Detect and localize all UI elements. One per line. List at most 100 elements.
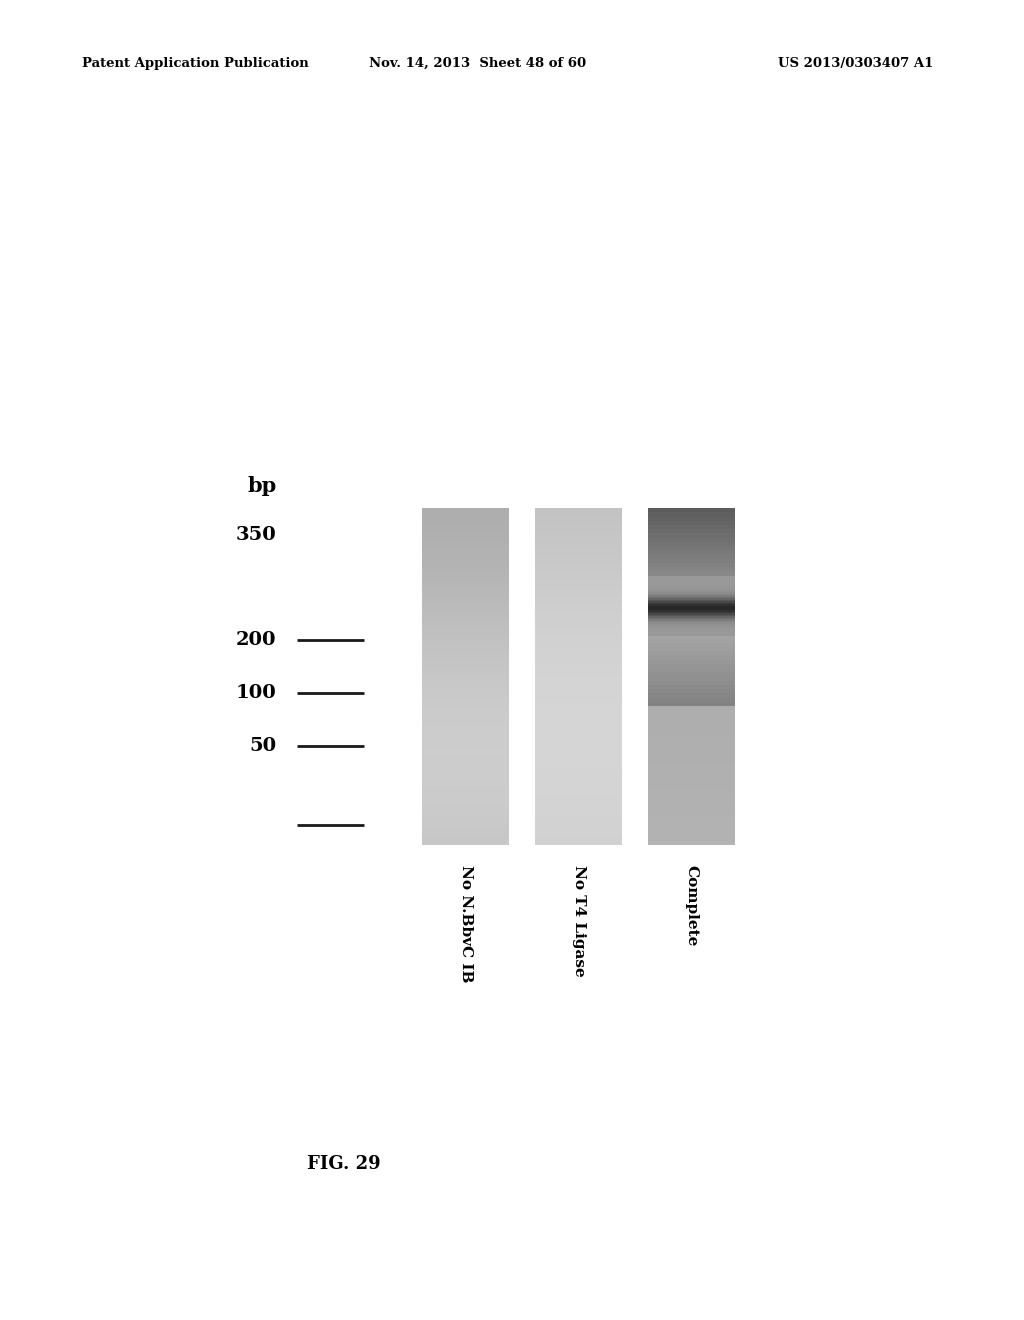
Bar bbox=[648, 605, 735, 610]
Bar bbox=[535, 828, 622, 832]
Bar bbox=[648, 672, 735, 676]
Bar bbox=[648, 752, 735, 756]
Bar bbox=[423, 723, 510, 727]
Bar bbox=[535, 593, 622, 597]
Bar bbox=[423, 697, 510, 702]
Bar bbox=[648, 605, 735, 606]
Bar bbox=[423, 770, 510, 774]
Bar bbox=[423, 689, 510, 693]
Bar bbox=[535, 554, 622, 558]
Bar bbox=[535, 508, 622, 512]
Bar bbox=[535, 541, 622, 546]
Bar bbox=[535, 597, 622, 601]
Bar bbox=[535, 760, 622, 764]
Bar bbox=[423, 626, 510, 630]
Bar bbox=[423, 593, 510, 597]
Bar bbox=[535, 676, 622, 681]
Bar bbox=[648, 706, 735, 710]
Bar bbox=[648, 626, 735, 627]
Bar bbox=[648, 508, 735, 512]
Bar bbox=[535, 714, 622, 718]
Bar bbox=[535, 723, 622, 727]
Bar bbox=[648, 756, 735, 760]
Bar bbox=[423, 710, 510, 714]
Bar bbox=[423, 803, 510, 807]
Bar bbox=[423, 660, 510, 664]
Text: No T4 Ligase: No T4 Ligase bbox=[571, 865, 586, 977]
Bar bbox=[535, 579, 622, 583]
Bar bbox=[648, 607, 735, 609]
Bar bbox=[648, 598, 735, 599]
Bar bbox=[423, 579, 510, 583]
Bar bbox=[648, 541, 735, 546]
Bar bbox=[423, 810, 510, 816]
Bar bbox=[648, 610, 735, 614]
Bar bbox=[648, 807, 735, 810]
Bar bbox=[423, 562, 510, 568]
Bar bbox=[535, 693, 622, 697]
Bar bbox=[648, 558, 735, 562]
Bar bbox=[423, 807, 510, 810]
Bar bbox=[423, 764, 510, 770]
Bar bbox=[423, 739, 510, 744]
Bar bbox=[423, 521, 510, 525]
Bar bbox=[535, 731, 622, 735]
Bar bbox=[648, 660, 735, 664]
Bar bbox=[535, 739, 622, 744]
Bar bbox=[535, 568, 622, 572]
Bar bbox=[423, 508, 510, 512]
Bar bbox=[423, 785, 510, 791]
Bar bbox=[648, 777, 735, 781]
Bar bbox=[423, 618, 510, 622]
Bar bbox=[648, 603, 735, 605]
Text: bp: bp bbox=[247, 475, 276, 496]
Bar bbox=[648, 562, 735, 568]
Bar bbox=[648, 512, 735, 516]
Bar bbox=[648, 735, 735, 739]
Bar bbox=[423, 676, 510, 681]
Bar bbox=[535, 791, 622, 795]
Bar bbox=[648, 619, 735, 620]
Bar bbox=[648, 554, 735, 558]
Bar bbox=[535, 550, 622, 554]
Bar bbox=[648, 529, 735, 533]
Bar bbox=[648, 676, 735, 681]
Bar bbox=[535, 630, 622, 635]
Bar bbox=[648, 550, 735, 554]
Bar bbox=[423, 841, 510, 845]
Bar bbox=[535, 605, 622, 610]
Bar bbox=[648, 727, 735, 731]
Bar bbox=[648, 586, 735, 587]
Bar bbox=[423, 744, 510, 748]
Text: FIG. 29: FIG. 29 bbox=[307, 1155, 381, 1173]
Bar bbox=[648, 618, 735, 619]
Bar bbox=[648, 622, 735, 626]
Bar bbox=[648, 810, 735, 816]
Bar bbox=[535, 807, 622, 810]
Bar bbox=[423, 639, 510, 643]
Bar bbox=[535, 702, 622, 706]
Text: Patent Application Publication: Patent Application Publication bbox=[82, 57, 308, 70]
Bar bbox=[423, 635, 510, 639]
Bar bbox=[423, 799, 510, 803]
Bar bbox=[535, 803, 622, 807]
Bar bbox=[535, 795, 622, 799]
Bar bbox=[648, 760, 735, 764]
Bar bbox=[648, 582, 735, 583]
Bar bbox=[535, 697, 622, 702]
Bar bbox=[423, 837, 510, 841]
Bar bbox=[648, 595, 735, 597]
Bar bbox=[648, 635, 735, 636]
Bar bbox=[535, 664, 622, 668]
Bar bbox=[648, 635, 735, 639]
Bar bbox=[648, 609, 735, 610]
Bar bbox=[648, 628, 735, 630]
Bar bbox=[535, 562, 622, 568]
Bar bbox=[423, 685, 510, 689]
Bar bbox=[423, 795, 510, 799]
Bar bbox=[423, 832, 510, 837]
Bar bbox=[423, 643, 510, 647]
Bar bbox=[648, 770, 735, 774]
Bar bbox=[648, 602, 735, 603]
Bar bbox=[648, 630, 735, 635]
